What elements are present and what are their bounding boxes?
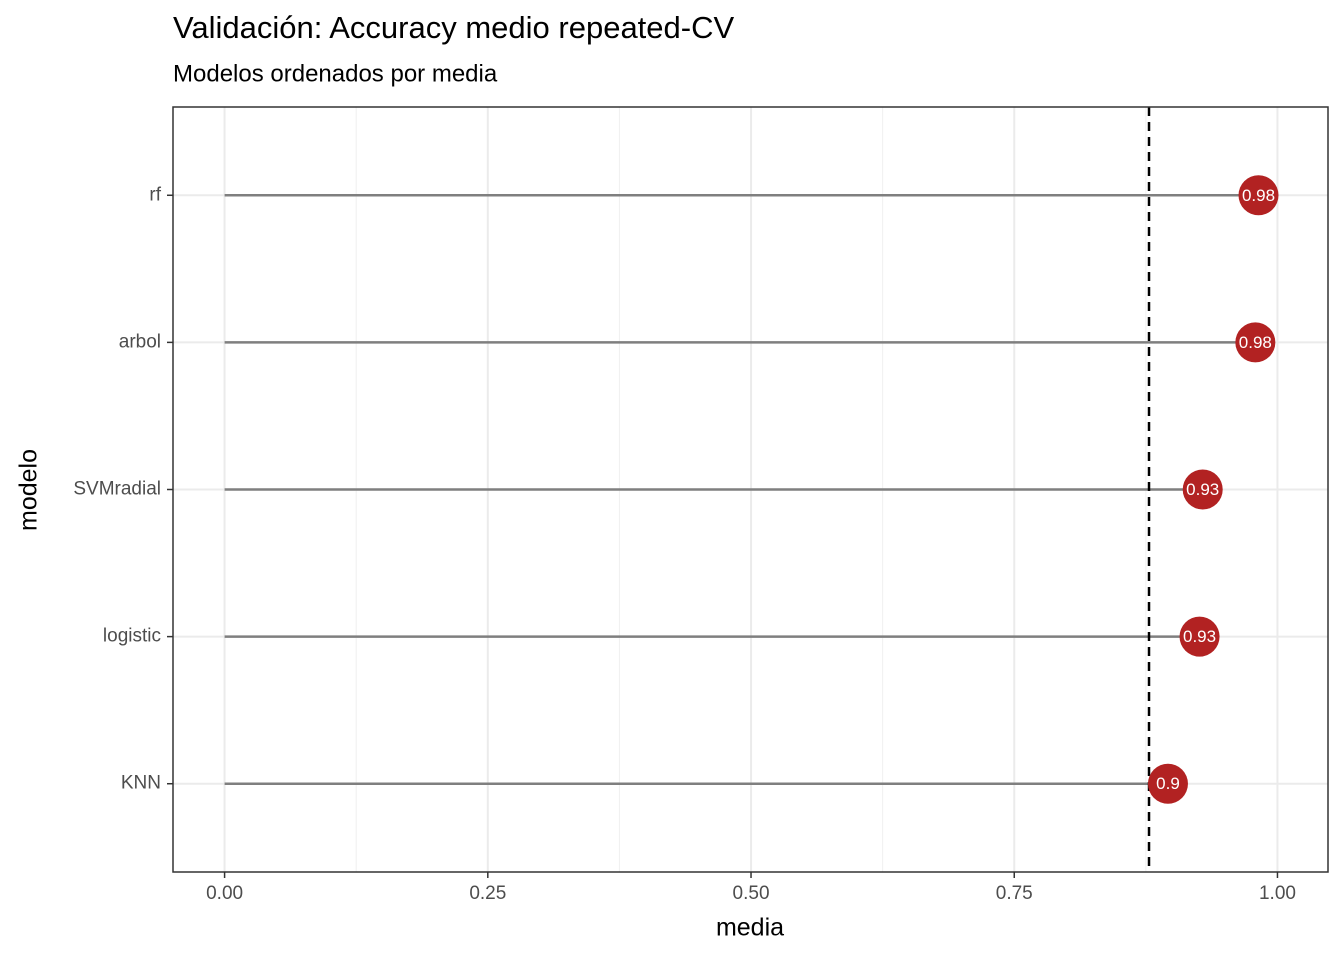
value-label: 0.93 <box>1183 627 1216 646</box>
dot <box>1235 322 1276 363</box>
x-tick-label: 0.75 <box>996 883 1033 904</box>
value-label: 0.98 <box>1242 186 1275 205</box>
value-label: 0.98 <box>1239 333 1272 352</box>
x-tick-label: 0.00 <box>206 883 243 904</box>
panel-border <box>172 106 1329 873</box>
value-label: 0.93 <box>1186 480 1219 499</box>
y-tick-label: arbol <box>119 331 161 352</box>
dot <box>1182 469 1223 510</box>
x-tick-label: 0.25 <box>469 883 506 904</box>
y-tick-label: KNN <box>121 773 161 794</box>
dot <box>1179 616 1220 657</box>
y-tick-label: SVMradial <box>73 479 161 500</box>
y-tick-label: rf <box>149 184 161 205</box>
value-label: 0.9 <box>1156 774 1180 793</box>
chart-subtitle: Modelos ordenados por media <box>173 60 498 87</box>
x-axis-title: media <box>716 914 784 942</box>
y-tick-label: logistic <box>103 626 161 647</box>
dot <box>1238 175 1279 216</box>
chart-title: Validación: Accuracy medio repeated-CV <box>173 10 734 45</box>
x-tick-label: 0.50 <box>733 883 770 904</box>
x-tick-label: 1.00 <box>1259 883 1296 904</box>
dot <box>1147 763 1188 804</box>
y-axis-title: modelo <box>15 449 43 531</box>
